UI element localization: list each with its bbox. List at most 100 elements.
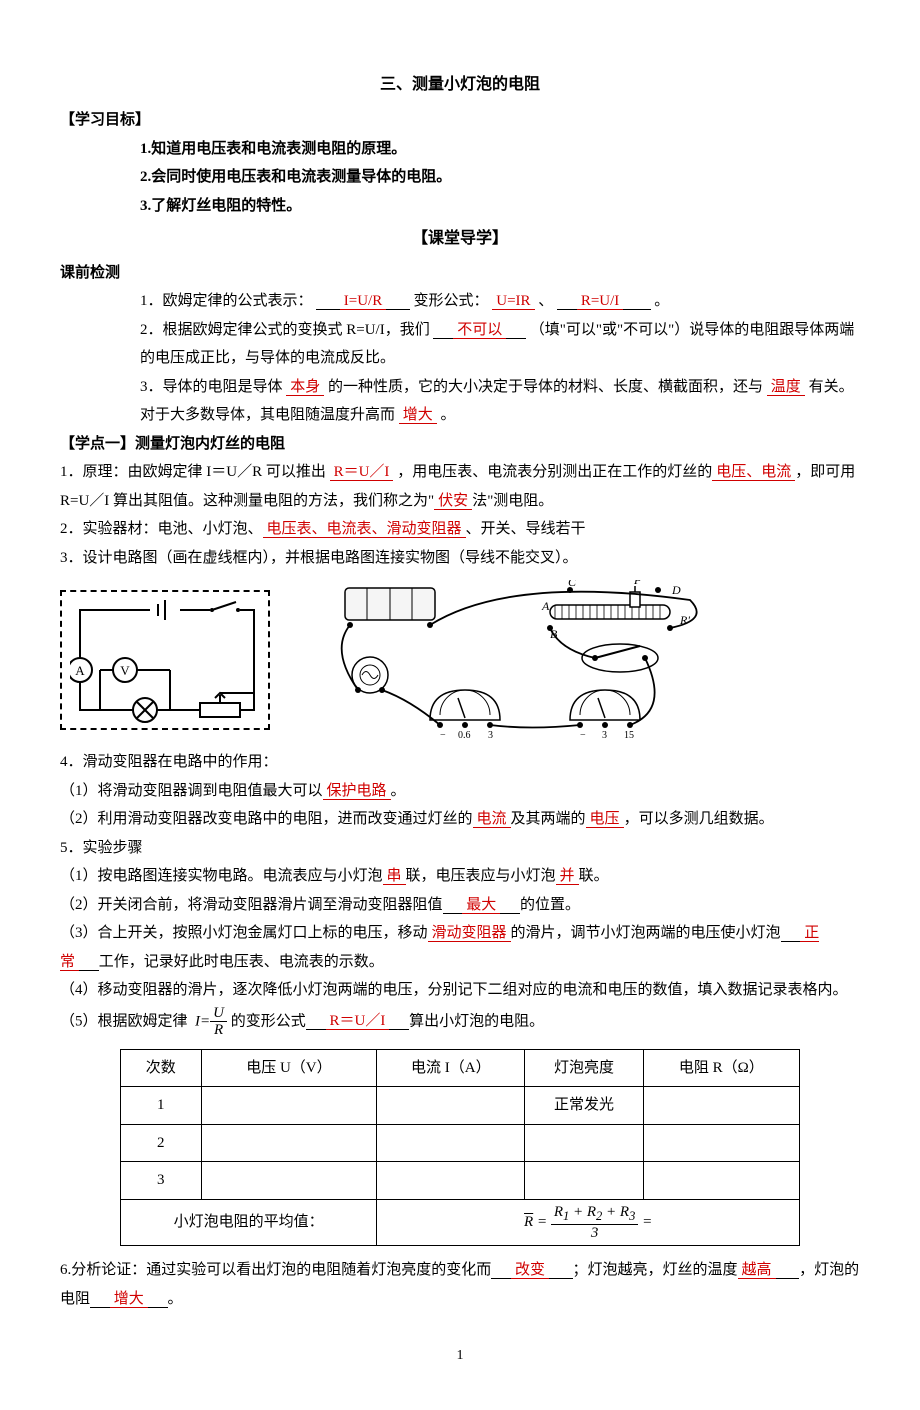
q3-ans3: 增大 <box>399 407 437 424</box>
svg-text:D: D <box>671 583 681 597</box>
q1-ans1: I=U/R <box>340 293 386 310</box>
cell <box>377 1087 525 1125</box>
p5-3ans1: 滑动变阻器 <box>428 925 511 942</box>
pretest-q1: 1．欧姆定律的公式表示： I=U/R 变形公式： U=IR 、 R=U/I 。 <box>60 287 860 316</box>
p4-2c: ，可以多测几组数据。 <box>624 811 774 827</box>
point1-p4: 4．滑动变阻器在电路中的作用： <box>60 748 860 777</box>
p2-a: 2．实验器材：电池、小灯泡、 <box>60 521 263 537</box>
p5-5c: 算出小灯泡的电阻。 <box>409 1013 544 1029</box>
cell <box>525 1162 643 1200</box>
objective-3: 3.了解灯丝电阻的特性。 <box>60 192 860 221</box>
p4-2ans2: 电压 <box>586 811 624 828</box>
q3-ans2: 温度 <box>767 379 805 396</box>
q1-text-b: 变形公式： <box>413 293 488 309</box>
cell <box>643 1124 799 1162</box>
data-table: 次数 电压 U（V） 电流 I（A） 灯泡亮度 电阻 R（Ω） 1 正常发光 2… <box>120 1049 800 1246</box>
pretest-q2: 2．根据欧姆定律公式的变换式 R=U/I，我们 不可以 （填"可以"或"不可以"… <box>60 316 860 373</box>
p5-3c: 工作，记录好此时电压表、电流表的示数。 <box>99 954 384 970</box>
physical-diagram-svg: A B C P D R' − 0.6 3 <box>310 580 730 740</box>
avg-formula: R = R1 + R2 + R33 = <box>377 1199 800 1245</box>
p5-3b: 的滑片，调节小灯泡两端的电压使小灯泡 <box>511 925 781 941</box>
p6: 6.分析论证：通过实验可以看出灯泡的电阻随着灯泡亮度的变化而 改变 ；灯泡越亮，… <box>60 1256 860 1313</box>
p5-5: （5）根据欧姆定律 I=UR 的变形公式 R＝U／I 算出小灯泡的电阻。 <box>60 1005 860 1039</box>
p5-1c: 联。 <box>579 868 609 884</box>
p5-2: （2）开关闭合前，将滑动变阻器滑片调至滑动变阻器阻值 最大 的位置。 <box>60 891 860 920</box>
p5-5b: 的变形公式 <box>231 1013 306 1029</box>
q2-ans: 不可以 <box>453 322 506 339</box>
p5-2ans: 最大 <box>462 897 500 914</box>
p4-2a: （2）利用滑动变阻器改变电路中的电阻，进而改变通过灯丝的 <box>60 811 473 827</box>
cell <box>201 1162 377 1200</box>
svg-text:A: A <box>75 663 85 678</box>
p5-2a: （2）开关闭合前，将滑动变阻器滑片调至滑动变阻器阻值 <box>60 897 443 913</box>
cell <box>201 1124 377 1162</box>
p5-4: （4）移动变阻器的滑片，逐次降低小灯泡两端的电压，分别记下二组对应的电流和电压的… <box>60 976 860 1005</box>
svg-text:−: − <box>580 730 586 740</box>
table-row: 1 正常发光 <box>121 1087 800 1125</box>
p6-d: 。 <box>168 1291 183 1307</box>
p4-2ans1: 电流 <box>473 811 511 828</box>
p1-a: 1．原理：由欧姆定律 I＝U／R 可以推出 <box>60 464 326 480</box>
q1-sep: 、 <box>538 293 553 309</box>
figures-row: A V <box>60 580 860 740</box>
avg-label: 小灯泡电阻的平均值： <box>121 1199 377 1245</box>
svg-text:P: P <box>633 580 642 587</box>
point1-header: 【学点一】测量灯泡内灯丝的电阻 <box>60 430 860 459</box>
circuit-diagram-box: A V <box>60 590 270 730</box>
table-row: 2 <box>121 1124 800 1162</box>
th-0: 次数 <box>121 1049 202 1087</box>
p6-ans3: 增大 <box>110 1291 148 1308</box>
p4-2b: 及其两端的 <box>511 811 586 827</box>
objective-2: 2.会同时使用电压表和电流表测量导体的电阻。 <box>60 163 860 192</box>
q3-ans1: 本身 <box>286 379 324 396</box>
p1-ans1: R＝U／I <box>330 464 394 481</box>
p1-b: ，用电压表、电流表分别测出正在工作的灯丝的 <box>397 464 712 480</box>
p5-3: （3）合上开关，按照小灯泡金属灯口上标的电压，移动滑动变阻器的滑片，调节小灯泡两… <box>60 919 860 976</box>
p6-ans1: 改变 <box>511 1262 549 1279</box>
page-number: 1 <box>60 1343 860 1370</box>
p4-1ans: 保护电路 <box>323 783 391 800</box>
svg-text:15: 15 <box>624 730 634 740</box>
p5-5a: （5）根据欧姆定律 <box>60 1013 188 1029</box>
class-guide-header: 【课堂导学】 <box>60 224 860 254</box>
cell <box>643 1087 799 1125</box>
p4-2: （2）利用滑动变阻器改变电路中的电阻，进而改变通过灯丝的电流及其两端的电压，可以… <box>60 805 860 834</box>
q1-text-a: 1．欧姆定律的公式表示： <box>140 293 313 309</box>
pretest-header: 课前检测 <box>60 259 860 288</box>
svg-text:V: V <box>120 663 130 678</box>
q3-text-a: 3．导体的电阻是导体 <box>140 379 283 395</box>
physical-diagram: A B C P D R' − 0.6 3 <box>310 580 730 740</box>
th-2: 电流 I（A） <box>377 1049 525 1087</box>
p6-ans2: 越高 <box>738 1262 776 1279</box>
point1-p3: 3．设计电路图（画在虚线框内），并根据电路图连接实物图（导线不能交叉）。 <box>60 544 860 573</box>
svg-text:0.6: 0.6 <box>458 730 471 740</box>
q1-ans3: R=U/I <box>577 293 623 310</box>
p5-1ans1: 串 <box>383 868 406 885</box>
p2-b: 、开关、导线若干 <box>466 521 586 537</box>
cell: 1 <box>121 1087 202 1125</box>
svg-text:3: 3 <box>602 730 607 740</box>
circuit-diagram-svg: A V <box>70 600 264 724</box>
p2-ans: 电压表、电流表、滑动变阻器 <box>263 521 466 538</box>
p5-1a: （1）按电路图连接实物电路。电流表应与小灯泡 <box>60 868 383 884</box>
p4-1a: （1）将滑动变阻器调到电阻值最大可以 <box>60 783 323 799</box>
p4-1b: 。 <box>391 783 406 799</box>
q1-end: 。 <box>654 293 669 309</box>
objective-1: 1.知道用电压表和电流表测电阻的原理。 <box>60 135 860 164</box>
objectives-header: 【学习目标】 <box>60 106 860 135</box>
page-title: 三、测量小灯泡的电阻 <box>60 70 860 100</box>
p5-3a: （3）合上开关，按照小灯泡金属灯口上标的电压，移动 <box>60 925 428 941</box>
cell: 2 <box>121 1124 202 1162</box>
p4-1: （1）将滑动变阻器调到电阻值最大可以保护电路。 <box>60 777 860 806</box>
cell: 正常发光 <box>525 1087 643 1125</box>
p5-1: （1）按电路图连接实物电路。电流表应与小灯泡串联，电压表应与小灯泡并联。 <box>60 862 860 891</box>
q3-text-b: 的一种性质，它的大小决定于导体的材料、长度、横截面积，还与 <box>328 379 763 395</box>
pretest-q3: 3．导体的电阻是导体 本身 的一种性质，它的大小决定于导体的材料、长度、横截面积… <box>60 373 860 430</box>
p1-d: 法"测电阻。 <box>472 493 553 509</box>
p1-ans2: 电压、电流 <box>712 464 795 481</box>
table-header-row: 次数 电压 U（V） 电流 I（A） 灯泡亮度 电阻 R（Ω） <box>121 1049 800 1087</box>
cell: 3 <box>121 1162 202 1200</box>
point1-p1: 1．原理：由欧姆定律 I＝U／R 可以推出 R＝U／I ，用电压表、电流表分别测… <box>60 458 860 515</box>
svg-text:A: A <box>541 599 550 613</box>
cell <box>525 1124 643 1162</box>
